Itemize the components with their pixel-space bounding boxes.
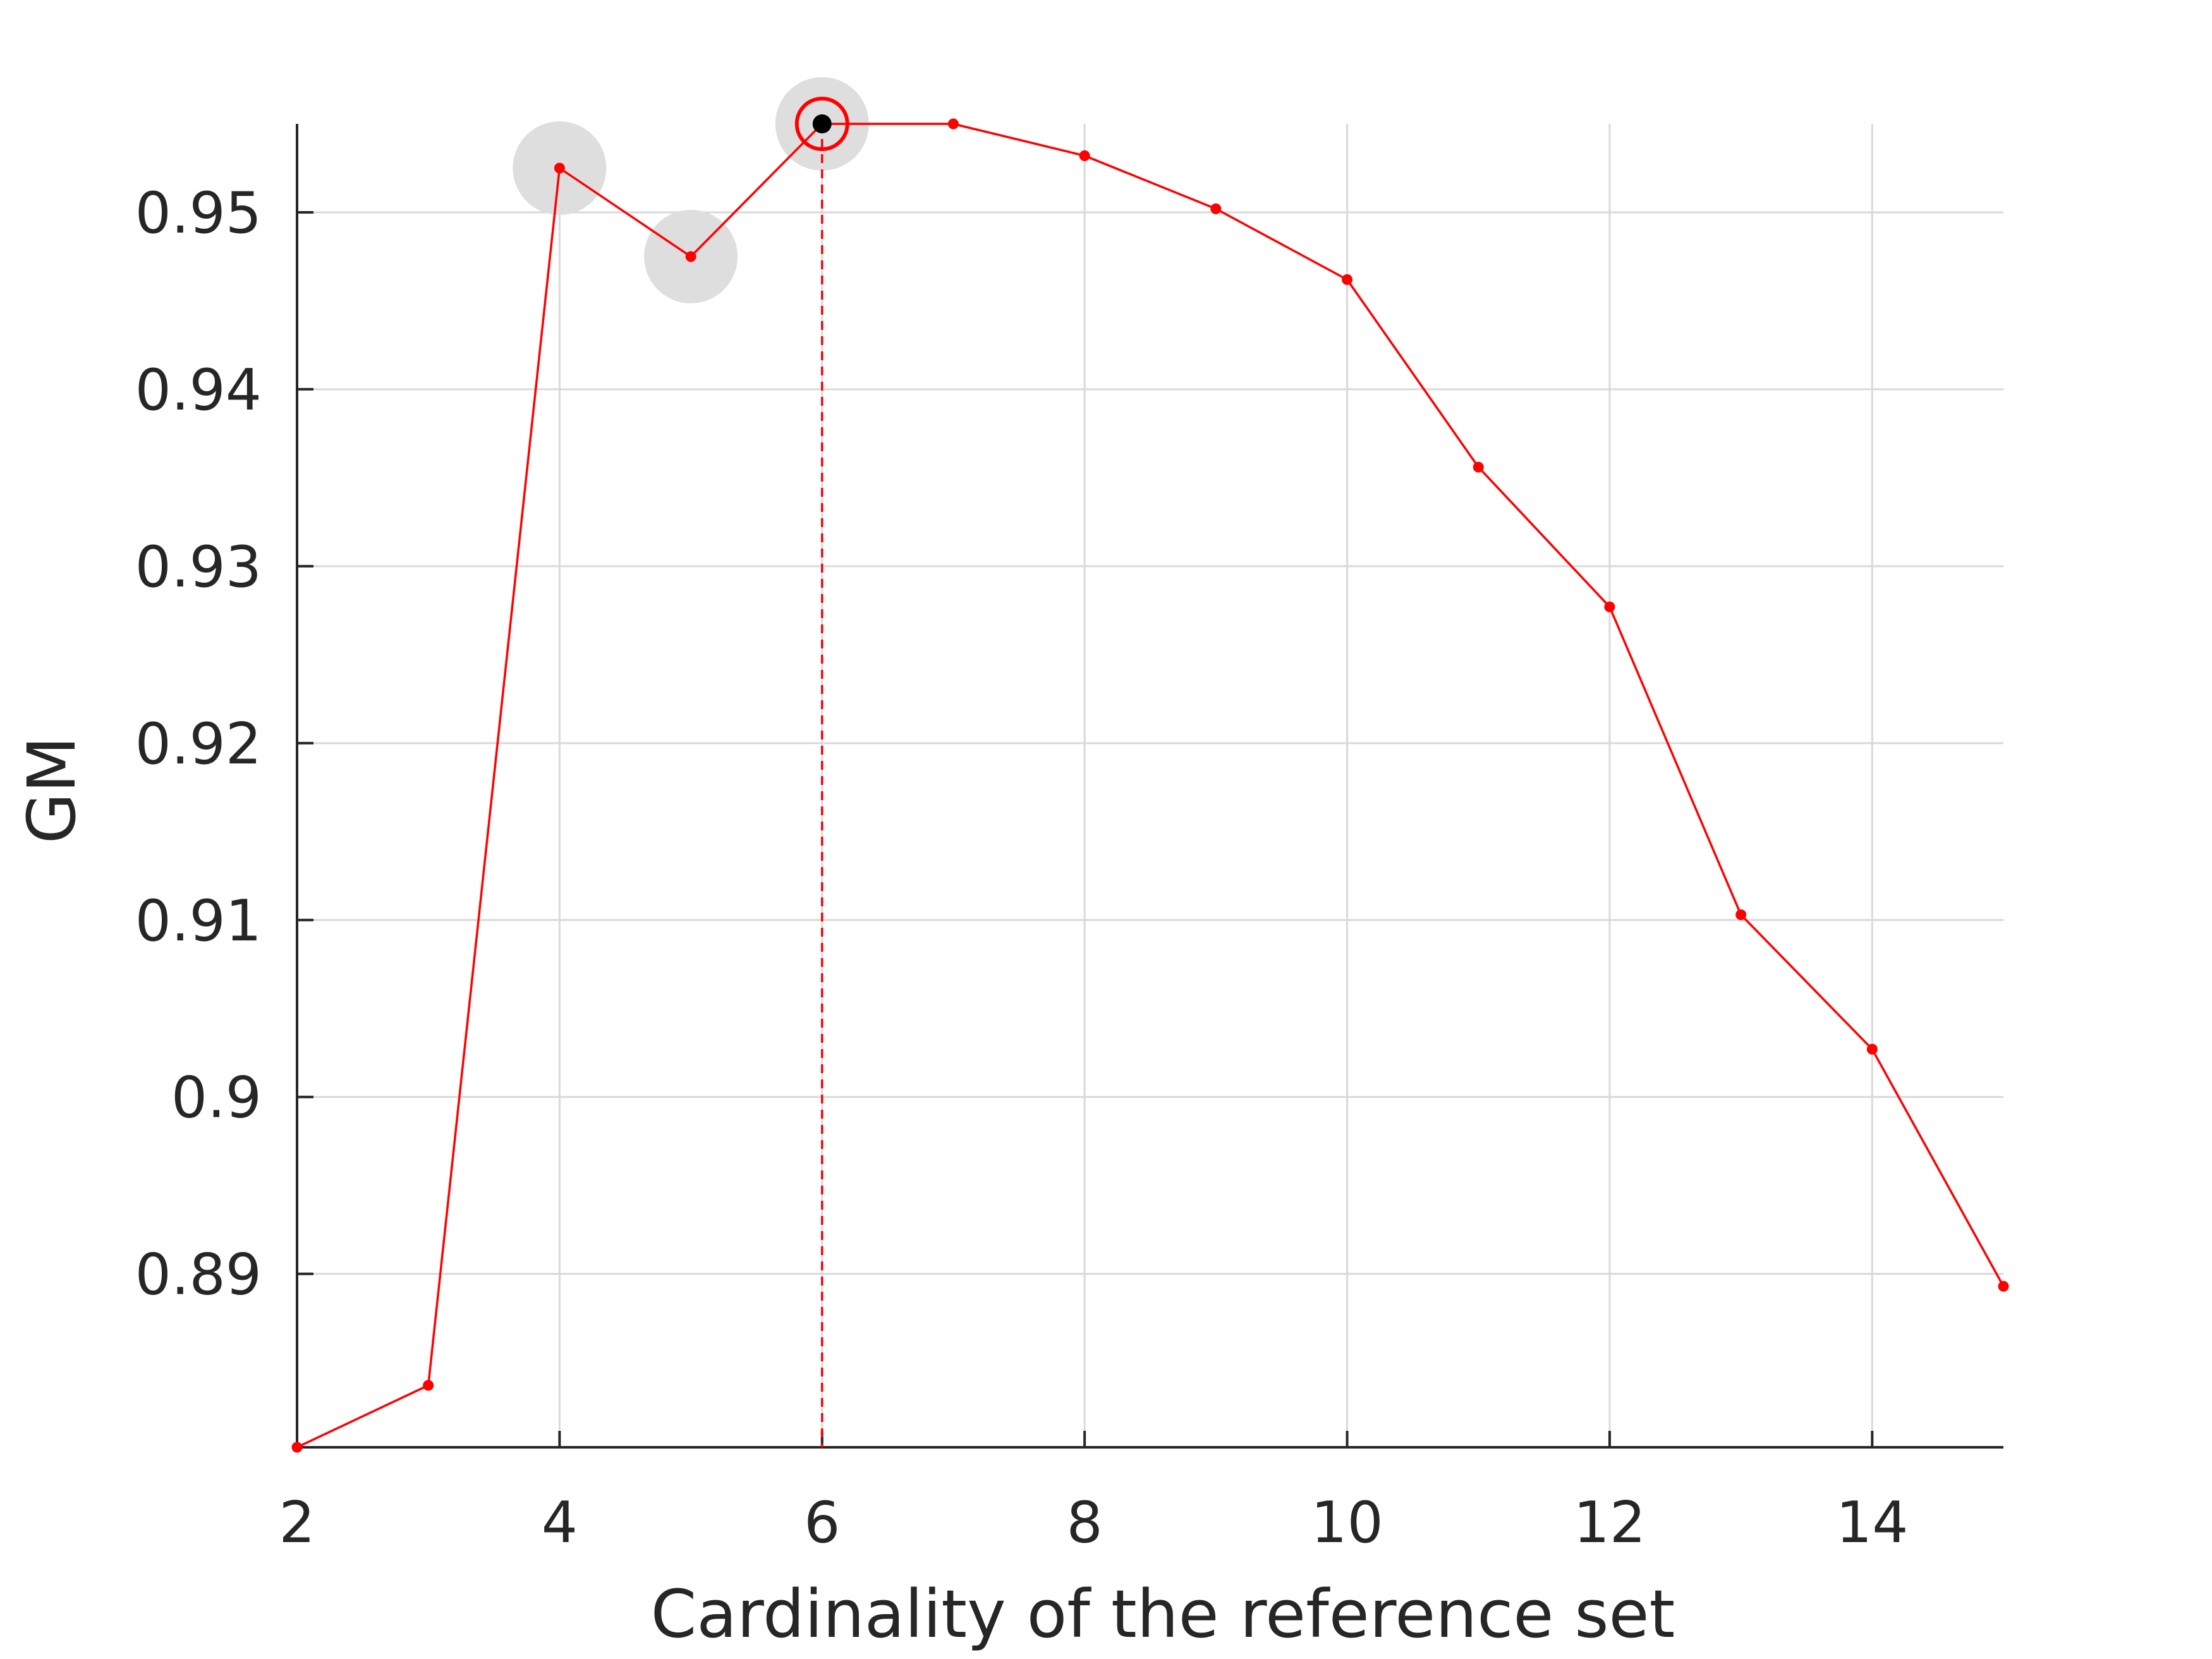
x-tick-label: 4: [542, 1490, 578, 1556]
y-tick-label: 0.89: [135, 1242, 262, 1308]
x-tick-label: 8: [1067, 1490, 1103, 1556]
series: [291, 118, 2009, 1453]
best-point-marker: [812, 114, 832, 133]
series-line: [296, 123, 2005, 1449]
y-axis-label: GM: [13, 736, 90, 844]
x-tick-label: 2: [279, 1490, 315, 1556]
data-point: [291, 1442, 303, 1453]
data-point: [1866, 1043, 1878, 1055]
data-point: [1735, 909, 1747, 920]
x-tick-label: 14: [1836, 1490, 1909, 1556]
y-tick-label: 0.92: [135, 711, 262, 777]
y-tick-label: 0.95: [135, 180, 262, 246]
best-point-ring: [794, 97, 849, 151]
grid: [297, 124, 2003, 1447]
data-point: [423, 1380, 434, 1391]
data-point: [1079, 150, 1090, 161]
x-tick-label: 6: [804, 1490, 840, 1556]
y-tick-label: 0.93: [135, 534, 262, 600]
axes: [296, 124, 2003, 1449]
data-point: [554, 162, 565, 174]
data-point: [685, 251, 696, 262]
y-tick-label: 0.94: [135, 357, 262, 423]
y-tick-label: 0.9: [171, 1065, 262, 1131]
data-point: [1473, 461, 1484, 473]
tick-labels: 2 4 6 8 10 12 14 0.89 0.9 0.91 0.92 0.93 0.94 0.95: [135, 180, 1909, 1556]
data-point: [1210, 203, 1222, 214]
x-tick-label: 10: [1311, 1490, 1383, 1556]
data-point: [947, 118, 959, 130]
data-point: [1604, 601, 1615, 612]
best-point-group: [794, 97, 849, 1447]
data-point: [1342, 274, 1353, 285]
x-tick-label: 12: [1574, 1490, 1646, 1556]
data-point: [1998, 1280, 2009, 1292]
y-tick-label: 0.91: [135, 888, 262, 954]
x-axis-label: Cardinality of the reference set: [651, 1576, 1675, 1653]
